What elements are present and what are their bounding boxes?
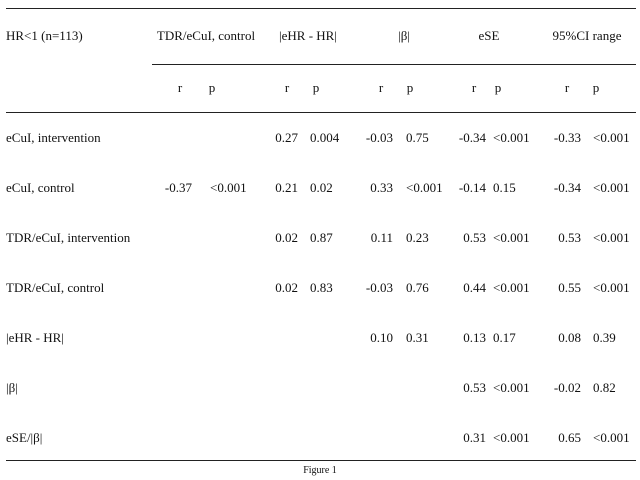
cell-r-value: -0.34	[458, 130, 486, 145]
cell-p-value: <0.001	[406, 180, 443, 195]
column-header-ese: eSE	[478, 28, 500, 43]
figure-caption: Figure 1	[303, 465, 337, 476]
cell-p-value: <0.001	[493, 380, 530, 395]
cell-p-value: 0.83	[310, 280, 333, 295]
cell-r-value: 0.08	[558, 330, 581, 345]
row-label: |eHR - HR|	[6, 330, 64, 345]
cell-p-value: <0.001	[593, 280, 630, 295]
cell-p-value: <0.001	[493, 280, 530, 295]
cell-p-value: 0.02	[310, 180, 333, 195]
cell-r-value: 0.27	[275, 130, 298, 145]
cell-r-value: -0.02	[553, 380, 581, 395]
column-header-beta: |β|	[398, 28, 410, 43]
cell-r-value: -0.33	[553, 130, 581, 145]
header-bottom-rule	[6, 112, 636, 113]
subheader-r: r	[284, 80, 290, 95]
cell-p-value: 0.82	[593, 380, 616, 395]
cell-r-value: 0.65	[558, 430, 581, 445]
subheader-p: p	[494, 80, 502, 95]
table-bottom-rule	[6, 460, 636, 461]
cell-p-value: 0.004	[310, 130, 340, 145]
row-label: eSE/|β|	[6, 430, 43, 445]
cell-r-value: 0.31	[463, 430, 486, 445]
table-top-rule	[6, 8, 636, 9]
cell-p-value: 0.15	[493, 180, 516, 195]
cell-p-value: <0.001	[493, 430, 530, 445]
cell-p-value: 0.23	[406, 230, 429, 245]
cell-p-value: <0.001	[593, 180, 630, 195]
cell-r-value: -0.37	[164, 180, 192, 195]
column-header-tdr-ecui-control: TDR/eCuI, control	[156, 28, 256, 43]
cell-p-value: <0.001	[210, 180, 247, 195]
subheader-p: p	[208, 80, 216, 95]
subheader-r: r	[177, 80, 183, 95]
cell-p-value: 0.31	[406, 330, 429, 345]
row-label: eCuI, intervention	[6, 130, 101, 145]
cell-r-value: 0.44	[463, 280, 486, 295]
subheader-r: r	[471, 80, 477, 95]
cell-p-value: 0.75	[406, 130, 429, 145]
cell-r-value: 0.02	[275, 230, 298, 245]
cell-r-value: 0.55	[558, 280, 581, 295]
cell-p-value: 0.87	[310, 230, 333, 245]
cell-p-value: <0.001	[493, 230, 530, 245]
row-label: |β|	[6, 380, 18, 395]
cell-r-value: 0.11	[370, 230, 393, 245]
cell-r-value: 0.53	[463, 230, 486, 245]
subheader-p: p	[406, 80, 414, 95]
row-label: eCuI, control	[6, 180, 75, 195]
cell-r-value: 0.53	[558, 230, 581, 245]
header-mid-rule	[152, 64, 636, 65]
subheader-r: r	[378, 80, 384, 95]
cell-p-value: 0.76	[406, 280, 429, 295]
subheader-p: p	[312, 80, 320, 95]
cell-r-value: 0.13	[463, 330, 486, 345]
cell-p-value: <0.001	[593, 130, 630, 145]
cell-r-value: -0.34	[553, 180, 581, 195]
cell-r-value: 0.33	[370, 180, 393, 195]
cell-p-value: 0.17	[493, 330, 516, 345]
subheader-r: r	[564, 80, 570, 95]
corner-label: HR<1 (n=113)	[6, 28, 83, 43]
column-header-95ci-range: 95%CI range	[552, 28, 622, 43]
row-label: TDR/eCuI, control	[6, 280, 105, 295]
row-label: TDR/eCuI, intervention	[6, 230, 131, 245]
cell-p-value: 0.39	[593, 330, 616, 345]
cell-p-value: <0.001	[593, 230, 630, 245]
cell-p-value: <0.001	[493, 130, 530, 145]
cell-p-value: <0.001	[593, 430, 630, 445]
cell-r-value: 0.02	[275, 280, 298, 295]
column-header-ehr-hr: |eHR - HR|	[279, 28, 337, 43]
cell-r-value: 0.53	[463, 380, 486, 395]
cell-r-value: -0.14	[458, 180, 486, 195]
cell-r-value: 0.21	[275, 180, 298, 195]
cell-r-value: -0.03	[365, 280, 393, 295]
cell-r-value: -0.03	[365, 130, 393, 145]
cell-r-value: 0.10	[370, 330, 393, 345]
subheader-p: p	[592, 80, 600, 95]
